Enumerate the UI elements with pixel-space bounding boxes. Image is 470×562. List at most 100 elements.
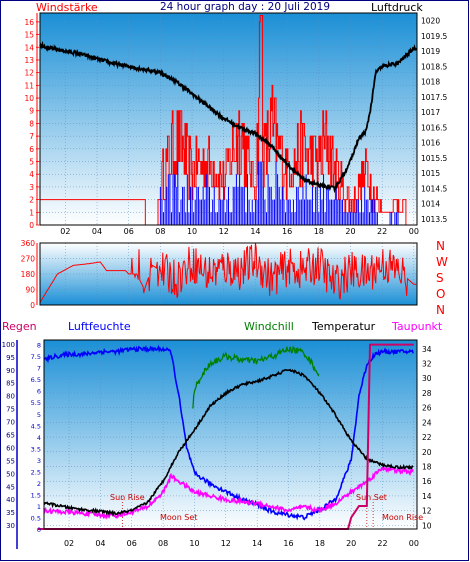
wind-tick-label: 4 xyxy=(29,170,34,179)
direction-label-n2: N xyxy=(436,303,445,317)
x-tick-label: 22 xyxy=(377,539,387,548)
humidity-tick-label: 75 xyxy=(6,406,15,414)
pressure-tick-label: 1016.5 xyxy=(421,123,447,132)
rain-tick-label: 1 xyxy=(37,503,41,511)
pressure-tick-label: 1018.5 xyxy=(421,62,447,71)
wind-tick-label: 5 xyxy=(29,158,34,167)
pressure-tick-label: 1014.5 xyxy=(421,184,447,193)
temp-tick-label: 14 xyxy=(422,492,432,501)
direction-label-s: S xyxy=(436,271,444,285)
direction-labels: N W S O N xyxy=(436,239,448,317)
rain-tick-label: 2.5 xyxy=(31,468,41,476)
sun-set-label: Sun Set xyxy=(356,493,387,502)
windchill-series xyxy=(192,345,320,409)
x-tick-label: 10 xyxy=(187,227,197,236)
x-tick-label: 02 xyxy=(60,227,70,236)
x-tick-label: 20 xyxy=(345,227,355,236)
wind-tick-label: 3 xyxy=(29,183,34,192)
temp-tick-label: 26 xyxy=(422,404,432,413)
direction-label-n: N xyxy=(436,239,445,253)
wind-tick-label: 2 xyxy=(29,196,34,205)
wind-speed-series xyxy=(40,15,417,226)
temperature-label: Temperatur xyxy=(311,320,376,333)
humidity-series xyxy=(43,344,414,521)
rain-tick-label: 4.5 xyxy=(31,422,41,430)
direction-tick-label: 180 xyxy=(21,270,36,279)
rain-tick-label: 0 xyxy=(37,526,41,534)
x-tick-label: 08 xyxy=(155,227,165,236)
x-tick-label: 04 xyxy=(92,227,102,236)
x-tick-label: 14 xyxy=(250,227,260,236)
x-tick-label: 14 xyxy=(252,539,262,548)
wind-direction-axes: 0 90 180 270 360 xyxy=(21,239,38,310)
pressure-tick-label: 1014 xyxy=(421,200,440,209)
wind-tick-label: 13 xyxy=(24,56,34,65)
wind-tick-label: 14 xyxy=(24,43,34,52)
temp-tick-label: 24 xyxy=(422,418,432,427)
pressure-tick-label: 1017 xyxy=(421,108,440,117)
temperature-series xyxy=(43,368,414,518)
x-tick-label: 12 xyxy=(219,227,229,236)
rain-tick-label: 7.5 xyxy=(31,353,41,361)
wind-tick-label: 1 xyxy=(29,208,34,217)
temp-tick-label: 32 xyxy=(422,360,432,369)
humidity-tick-label: 40 xyxy=(6,496,15,504)
wind-tick-label: 0 xyxy=(29,221,34,230)
humidity-tick-label: 50 xyxy=(6,470,15,478)
direction-tick-label: 270 xyxy=(21,255,36,264)
x-tick-label: 12 xyxy=(221,539,231,548)
climate-axes: 02 04 06 08 10 12 14 16 18 20 22 001012141618202224… xyxy=(2,340,432,549)
x-tick-label: 18 xyxy=(315,539,325,548)
rain-tick-label: 0.5 xyxy=(31,514,41,522)
pressure-tick-label: 1015.5 xyxy=(421,154,447,163)
humidity-tick-label: 60 xyxy=(6,444,15,452)
humidity-tick-label: 65 xyxy=(6,432,15,440)
humidity-tick-label: 30 xyxy=(6,522,15,530)
temp-tick-label: 30 xyxy=(422,374,432,383)
humidity-label: Luftfeuchte xyxy=(68,320,131,333)
wind-pressure-plots xyxy=(39,15,418,226)
temp-tick-label: 20 xyxy=(422,448,432,457)
moon-set-label: Moon Set xyxy=(160,513,197,522)
rain-tick-label: 6 xyxy=(37,388,41,396)
direction-tick-label: 0 xyxy=(30,301,35,310)
pressure-tick-label: 1017.5 xyxy=(421,93,447,102)
x-tick-label: 20 xyxy=(346,539,356,548)
rain-tick-label: 1.5 xyxy=(31,491,41,499)
climate-grid xyxy=(44,340,417,529)
wind-tick-label: 15 xyxy=(24,31,34,40)
x-tick-label: 08 xyxy=(158,539,168,548)
wind-pressure-axes: 02 04 06 08 10 12 14 16 18 20 22 000123456789101112… xyxy=(24,13,447,236)
rain-series xyxy=(37,343,414,530)
wind-tick-label: 16 xyxy=(24,18,34,27)
pressure-tick-label: 1020 xyxy=(421,17,440,26)
direction-label-o: O xyxy=(436,287,445,301)
temp-tick-label: 18 xyxy=(422,462,432,471)
x-tick-label: 00 xyxy=(409,539,419,548)
wind-direction-grid xyxy=(40,242,417,306)
humidity-tick-label: 80 xyxy=(6,393,15,401)
wind-tick-label: 6 xyxy=(29,145,34,154)
x-tick-label: 18 xyxy=(314,227,324,236)
x-tick-label: 10 xyxy=(189,539,199,548)
rain-label: Regen xyxy=(2,320,37,333)
pressure-tick-label: 1019.5 xyxy=(421,32,447,41)
wind-tick-label: 8 xyxy=(29,119,34,128)
humidity-tick-label: 45 xyxy=(6,483,15,491)
x-tick-label: 16 xyxy=(282,227,292,236)
moon-rise-label: Moon Rise xyxy=(382,513,423,522)
humidity-tick-label: 85 xyxy=(6,380,15,388)
x-tick-label: 22 xyxy=(377,227,387,236)
wind-tick-label: 12 xyxy=(24,69,34,78)
pressure-tick-label: 1019 xyxy=(421,47,440,56)
rain-tick-label: 6.5 xyxy=(31,376,41,384)
wind-tick-label: 7 xyxy=(29,132,34,141)
temp-tick-label: 28 xyxy=(422,389,432,398)
climate-plots xyxy=(37,343,414,530)
humidity-tick-label: 90 xyxy=(6,367,15,375)
rain-tick-label: 3.5 xyxy=(31,445,41,453)
dewpoint-label: Taupunkt xyxy=(391,320,443,333)
pressure-tick-label: 1013.5 xyxy=(421,215,447,224)
chart-title: 24 hour graph day : 20 Juli 2019 xyxy=(160,1,330,13)
